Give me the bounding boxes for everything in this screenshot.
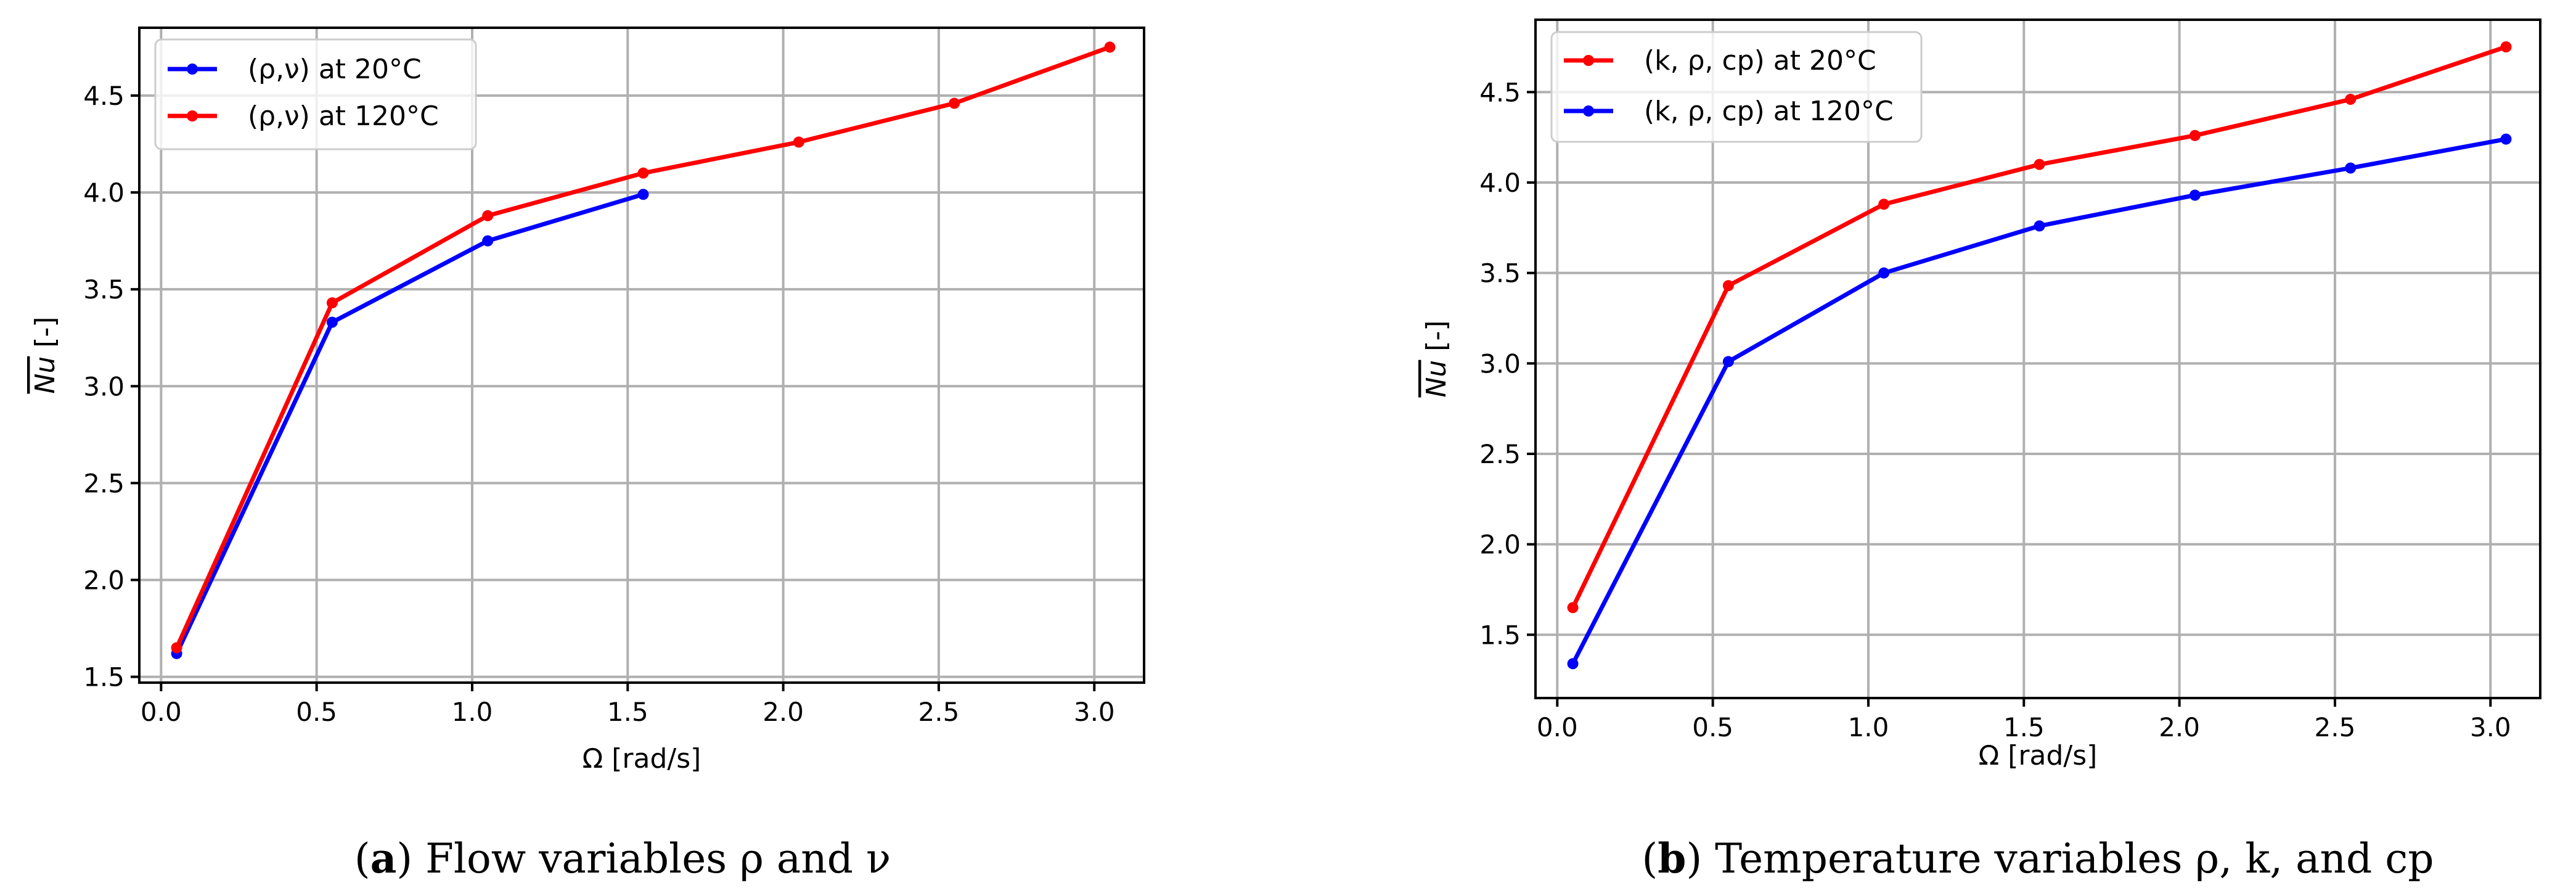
data-point-b-1-5 xyxy=(2345,162,2357,174)
data-point-b-1-6 xyxy=(2500,133,2512,145)
x-tick-label-b-3: 1.5 xyxy=(2003,712,2045,742)
data-point-b-1-3 xyxy=(2034,220,2045,232)
grid-b xyxy=(1535,20,2540,698)
y-tick-label-a-4: 3.5 xyxy=(83,274,125,305)
chart-panel-a: 0.0 0.5 1.0 1.5 2.0 2.5 3.0 1.5 2.0 2.5 3.0 3.5 4.0 4… xyxy=(30,27,1145,882)
x-tick-label-a-1: 0.5 xyxy=(296,697,337,727)
series-lines-b xyxy=(1567,41,2512,670)
plot-frame-a xyxy=(138,27,1145,684)
y-tick-label-a-1: 2.0 xyxy=(83,565,125,595)
chart-panel-b: 0.0 0.5 1.0 1.5 2.0 2.5 3.0 1.5 2.0 2.5 3.0 3.5 4.0 4… xyxy=(1421,18,2541,882)
y-tick-label-a-2: 2.5 xyxy=(83,468,125,498)
x-tick-label-b-0: 0.0 xyxy=(1537,712,1578,742)
legend-box-b xyxy=(1550,31,1923,143)
x-axis-label-a: Ω [rad/s] xyxy=(583,743,701,775)
data-point-a-0-2 xyxy=(482,235,494,247)
y-tick-label-b-4: 3.5 xyxy=(1479,258,1521,289)
ticks-a: 0.0 0.5 1.0 1.5 2.0 2.5 3.0 1.5 2.0 2.5 3.0 3.5 4.0 4… xyxy=(83,81,1114,727)
legend-marker-b-1 xyxy=(1583,105,1594,117)
series-line-a-0 xyxy=(174,192,644,655)
y-tick-label-b-6: 4.5 xyxy=(1479,77,1521,107)
x-tick-label-a-0: 0.0 xyxy=(141,697,182,727)
data-point-b-1-1 xyxy=(1722,356,1734,368)
data-point-a-1-5 xyxy=(949,97,960,109)
ticks-b: 0.0 0.5 1.0 1.5 2.0 2.5 3.0 1.5 2.0 2.5 3.0 3.5 4.0 4… xyxy=(1479,77,2511,742)
legend-marker-b-0 xyxy=(1583,55,1594,66)
data-point-a-0-1 xyxy=(326,316,338,328)
data-point-a-1-3 xyxy=(637,167,649,179)
y-tick-label-a-0: 1.5 xyxy=(83,662,125,693)
data-point-b-1-2 xyxy=(1878,267,1890,279)
y-tick-label-a-6: 4.5 xyxy=(83,81,125,111)
legend-a: (ρ,ν) at 20°C (ρ,ν) at 120°C xyxy=(154,38,477,150)
x-tick-label-b-5: 2.5 xyxy=(2315,712,2356,742)
x-tick-label-a-5: 2.5 xyxy=(918,697,960,727)
data-point-a-1-0 xyxy=(171,642,182,654)
y-tick-label-a-3: 3.0 xyxy=(83,371,125,401)
data-point-b-0-6 xyxy=(2500,41,2512,52)
x-tick-label-a-3: 1.5 xyxy=(607,697,648,727)
caption-a: (a) Flow variables ρ and ν xyxy=(354,834,891,882)
legend-label-a-1: (ρ,ν) at 120°C xyxy=(248,101,439,132)
legend-marker-a-1 xyxy=(187,110,198,121)
caption-letter-a: a xyxy=(370,834,397,882)
legend-label-b-0: (k, ρ, cp) at 20°C xyxy=(1644,45,1876,76)
y-axis-label-a: Nu [-] xyxy=(30,316,61,393)
data-point-b-0-2 xyxy=(1878,199,1890,210)
x-tick-label-a-4: 2.0 xyxy=(763,697,804,727)
series-lines-a xyxy=(171,41,1116,659)
data-point-a-1-6 xyxy=(1104,41,1116,53)
caption-text-a: ) Flow variables ρ and ν xyxy=(396,835,891,882)
plot-frame-b xyxy=(1534,18,2541,699)
data-point-b-0-4 xyxy=(2189,129,2201,141)
x-tick-label-b-6: 3.0 xyxy=(2470,712,2511,742)
y-tick-label-a-5: 4.0 xyxy=(83,178,125,208)
x-tick-label-a-2: 1.0 xyxy=(452,697,493,727)
x-tick-label-b-4: 2.0 xyxy=(2159,712,2200,742)
data-point-b-1-4 xyxy=(2189,189,2201,201)
y-tick-label-b-1: 2.0 xyxy=(1479,530,1521,560)
legend-marker-a-0 xyxy=(187,64,198,75)
y-axis-label-b: Nu [-] xyxy=(1421,320,1452,397)
caption-text-b: ) Temperature variables ρ, k, and cp xyxy=(1686,835,2434,882)
data-point-a-1-2 xyxy=(482,210,494,221)
data-point-b-1-0 xyxy=(1567,658,1579,670)
x-tick-label-a-6: 3.0 xyxy=(1074,697,1115,727)
caption-letter-b: b xyxy=(1658,834,1686,882)
y-tick-label-b-0: 1.5 xyxy=(1479,620,1521,650)
data-point-a-1-1 xyxy=(326,297,338,309)
data-point-b-0-1 xyxy=(1722,280,1734,292)
data-point-b-0-5 xyxy=(2345,94,2357,105)
y-tick-label-b-2: 2.5 xyxy=(1479,439,1521,469)
data-point-b-0-0 xyxy=(1567,602,1579,614)
legend-b: (k, ρ, cp) at 20°C (k, ρ, cp) at 120°C xyxy=(1550,31,1923,143)
x-tick-label-b-2: 1.0 xyxy=(1848,712,1889,742)
legend-box-a xyxy=(154,38,477,150)
x-axis-label-b: Ω [rad/s] xyxy=(1979,740,2098,771)
data-point-a-1-4 xyxy=(793,136,804,148)
y-tick-label-b-5: 4.0 xyxy=(1479,168,1521,198)
data-point-b-0-3 xyxy=(2034,158,2045,170)
x-tick-label-b-1: 0.5 xyxy=(1692,712,1733,742)
caption-b: (b) Temperature variables ρ, k, and cp xyxy=(1642,834,2434,882)
legend-label-b-1: (k, ρ, cp) at 120°C xyxy=(1644,96,1894,127)
y-tick-label-b-3: 3.0 xyxy=(1479,348,1521,379)
legend-label-a-0: (ρ,ν) at 20°C xyxy=(248,54,422,85)
data-point-a-0-3 xyxy=(637,189,649,200)
